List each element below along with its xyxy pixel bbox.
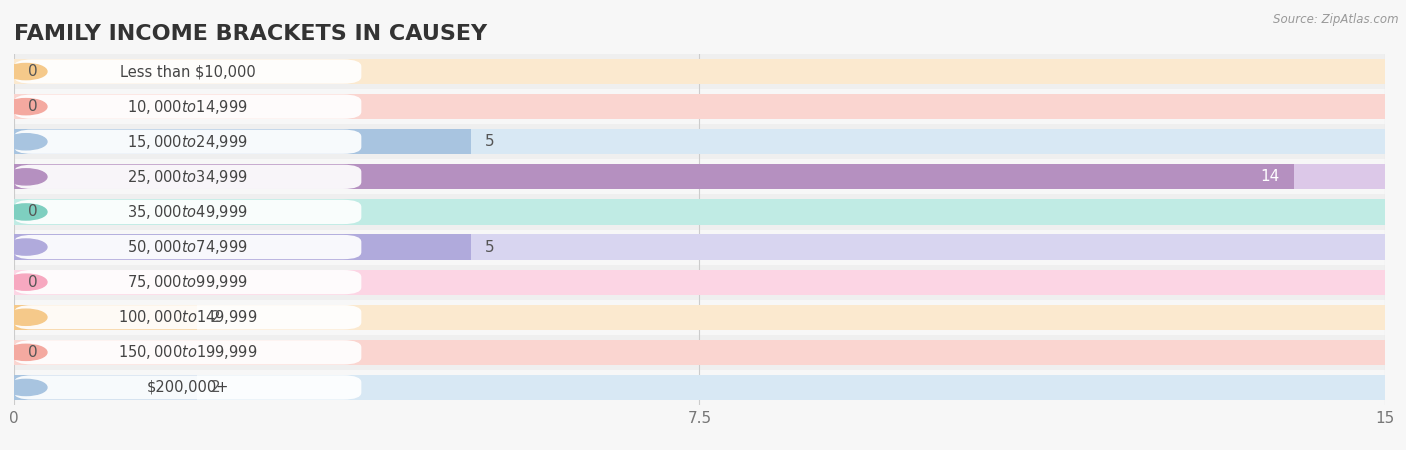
Text: 2: 2 [211,310,221,325]
Circle shape [4,274,46,290]
Bar [14,94,1385,119]
Text: 14: 14 [1261,169,1279,184]
Text: 5: 5 [485,134,495,149]
Text: Less than $10,000: Less than $10,000 [120,64,256,79]
Bar [14,159,1385,194]
Bar [14,370,1385,405]
Bar [14,265,1385,300]
Text: FAMILY INCOME BRACKETS IN CAUSEY: FAMILY INCOME BRACKETS IN CAUSEY [14,24,488,44]
Circle shape [4,63,46,80]
Bar [14,89,1385,124]
FancyBboxPatch shape [14,270,361,294]
FancyBboxPatch shape [14,59,361,84]
Bar [14,375,1385,400]
Circle shape [4,134,46,150]
Bar [14,129,471,154]
Bar [14,59,1385,84]
Bar [14,340,1385,365]
Circle shape [4,204,46,220]
FancyBboxPatch shape [14,200,361,224]
Bar [14,300,1385,335]
Circle shape [4,239,46,255]
Text: 0: 0 [28,64,38,79]
FancyBboxPatch shape [14,94,361,119]
FancyBboxPatch shape [14,375,361,400]
Bar [14,54,1385,89]
Text: 0: 0 [28,99,38,114]
Text: $35,000 to $49,999: $35,000 to $49,999 [128,203,247,221]
Bar [14,375,197,400]
Circle shape [4,169,46,185]
Text: $75,000 to $99,999: $75,000 to $99,999 [128,273,247,291]
Text: 5: 5 [485,239,495,255]
FancyBboxPatch shape [14,340,361,364]
FancyBboxPatch shape [14,130,361,154]
Bar [14,164,1385,189]
Circle shape [4,379,46,396]
Bar [14,234,1385,260]
FancyBboxPatch shape [14,235,361,259]
Bar [14,230,1385,265]
Bar [14,305,197,330]
Bar [14,335,1385,370]
Circle shape [4,344,46,360]
Bar [14,199,1385,225]
Text: 0: 0 [28,345,38,360]
Text: 0: 0 [28,204,38,220]
Bar [14,194,1385,230]
Bar [14,124,1385,159]
Text: Source: ZipAtlas.com: Source: ZipAtlas.com [1274,14,1399,27]
FancyBboxPatch shape [14,305,361,329]
Text: $200,000+: $200,000+ [146,380,229,395]
Text: $25,000 to $34,999: $25,000 to $34,999 [128,168,247,186]
FancyBboxPatch shape [14,165,361,189]
Text: $50,000 to $74,999: $50,000 to $74,999 [128,238,247,256]
Circle shape [4,99,46,115]
Circle shape [4,309,46,325]
Text: $100,000 to $149,999: $100,000 to $149,999 [118,308,257,326]
Text: $150,000 to $199,999: $150,000 to $199,999 [118,343,257,361]
Text: 2: 2 [211,380,221,395]
Bar [14,234,471,260]
Bar [14,129,1385,154]
Text: $10,000 to $14,999: $10,000 to $14,999 [128,98,247,116]
Bar [14,270,1385,295]
Bar [14,305,1385,330]
Text: $15,000 to $24,999: $15,000 to $24,999 [128,133,247,151]
Text: 0: 0 [28,274,38,290]
Bar [14,164,1294,189]
